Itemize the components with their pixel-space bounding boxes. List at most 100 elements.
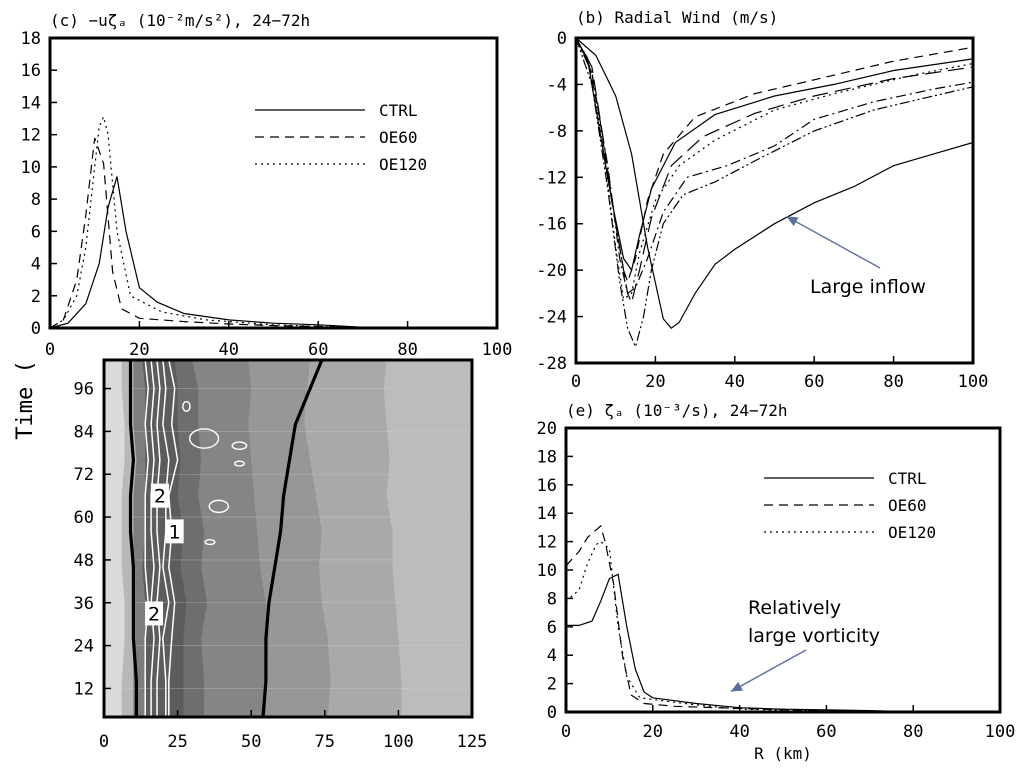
contour-line-thick [261, 360, 324, 717]
x-tick-label: 60 [308, 340, 328, 360]
y-tick-label: 10 [537, 561, 557, 581]
annotation-large-inflow: Large inflow [810, 276, 926, 298]
panel-e: 0 20 40 60 80 100 0 2 4 6 8 10 12 14 16 18 20 (e) ζₐ (10⁻… [537, 401, 1016, 763]
contour-label-box [145, 601, 164, 626]
legend-label-ctrl: CTRL [379, 101, 418, 120]
x-tick-label: 100 [985, 722, 1016, 742]
contour-label-box [150, 483, 169, 508]
series-line-oe60 [565, 524, 892, 712]
series-line-s2 [575, 37, 974, 272]
y-tick-label: 24 [74, 637, 94, 657]
x-tick-label: 20 [645, 372, 665, 392]
y-tick-label: -12 [536, 168, 567, 188]
annotation-arrow-head [730, 681, 743, 692]
y-tick-label: 6 [31, 222, 41, 242]
contour-closed-loop [182, 400, 191, 412]
series-line-s4 [575, 37, 974, 305]
y-tick-label: -24 [536, 308, 567, 328]
contour-closed-loop [233, 460, 245, 467]
plot-frame [574, 36, 975, 365]
series-line-s6 [575, 37, 974, 295]
y-tick-label: 20 [537, 419, 557, 439]
x-tick-label: 0 [45, 340, 55, 360]
y-tick-label: 10 [21, 158, 41, 178]
series-line-oe120 [49, 115, 341, 329]
y-axis-title: Time ( [13, 360, 38, 439]
contour-field: 212 [104, 360, 472, 717]
y-tick-label: 12 [537, 533, 557, 553]
y-tick-label: 6 [547, 618, 557, 638]
plot-frame [564, 426, 1002, 714]
x-axis-title: R (km) [754, 744, 812, 763]
contour-label: 2 [148, 603, 160, 625]
y-tick-label: 8 [547, 589, 557, 609]
annotation-line-1: Relatively [748, 597, 841, 619]
y-tick-label: -16 [536, 215, 567, 235]
panel-title: (b) Radial Wind (m/s) [576, 8, 778, 27]
panel-c: 0 20 40 60 80 100 0 2 4 6 8 10 12 14 16 18 (c) −uζₐ (10⁻… [21, 11, 513, 360]
y-tick-label: 84 [74, 422, 94, 442]
contour-closed-loop [208, 499, 230, 514]
plot-frame [48, 36, 499, 330]
x-tick-label: 40 [219, 340, 239, 360]
panel-title: (e) ζₐ (10⁻³/s), 24−72h [566, 401, 788, 420]
y-tick-label: 4 [547, 646, 557, 666]
legend-label-oe60: OE60 [888, 496, 927, 515]
x-tick-label: 25 [167, 732, 187, 752]
x-tick-label: 40 [725, 372, 745, 392]
x-tick-label: 20 [129, 340, 149, 360]
series-line-s3 [575, 37, 974, 284]
x-tick-label: 50 [241, 732, 261, 752]
annotation-arrow [786, 215, 881, 269]
contour-line-thin [156, 360, 161, 717]
y-tick-label: 16 [21, 61, 41, 81]
contour-line-thin [150, 360, 155, 717]
y-tick-label: 4 [31, 255, 41, 275]
contour-closed-loop [204, 538, 216, 546]
annotation-arrow-head [786, 216, 799, 227]
x-tick-label: 60 [816, 722, 836, 742]
x-tick-label: 80 [903, 722, 923, 742]
y-tick-label: 0 [547, 703, 557, 723]
y-tick-label: 2 [547, 675, 557, 695]
legend-label-oe60: OE60 [379, 128, 418, 147]
y-tick-label: 14 [21, 93, 41, 113]
y-tick-label: 14 [537, 504, 557, 524]
series-line-ctrl [49, 176, 363, 329]
x-tick-label: 40 [729, 722, 749, 742]
x-tick-label: 100 [958, 372, 989, 392]
contour-label: 2 [154, 486, 166, 508]
y-tick-label: -28 [536, 354, 567, 374]
contour-label: 1 [169, 521, 181, 543]
contour-line-thick [128, 360, 138, 717]
y-tick-label: 18 [21, 29, 41, 49]
series-line-ctrl [566, 573, 922, 713]
x-tick-label: 0 [561, 722, 571, 742]
y-tick-label: 48 [74, 551, 94, 571]
x-tick-label: 125 [457, 732, 488, 752]
contour-line-thin [144, 360, 149, 717]
legend-label-ctrl: CTRL [888, 469, 927, 488]
shade-band [104, 360, 125, 717]
annotation-line-2: large vorticity [748, 625, 880, 647]
x-tick-label: 20 [643, 722, 663, 742]
y-tick-label: 96 [74, 380, 94, 400]
y-tick-label: -20 [536, 261, 567, 281]
y-tick-label: 16 [537, 476, 557, 496]
x-tick-label: 100 [383, 732, 414, 752]
y-tick-label: 12 [74, 679, 94, 699]
y-tick-label: 0 [31, 319, 41, 339]
legend-label-oe120: OE120 [379, 155, 427, 174]
y-tick-label: 12 [21, 126, 41, 146]
y-tick-label: 18 [537, 447, 557, 467]
series-line-oe120 [565, 540, 870, 712]
x-tick-label: 80 [397, 340, 417, 360]
x-tick-label: 80 [883, 372, 903, 392]
x-tick-label: 0 [99, 732, 109, 752]
contour-label-box [165, 519, 184, 544]
contour-closed-loop [231, 441, 248, 450]
legend-label-oe120: OE120 [888, 523, 936, 542]
y-tick-label: 72 [74, 465, 94, 485]
